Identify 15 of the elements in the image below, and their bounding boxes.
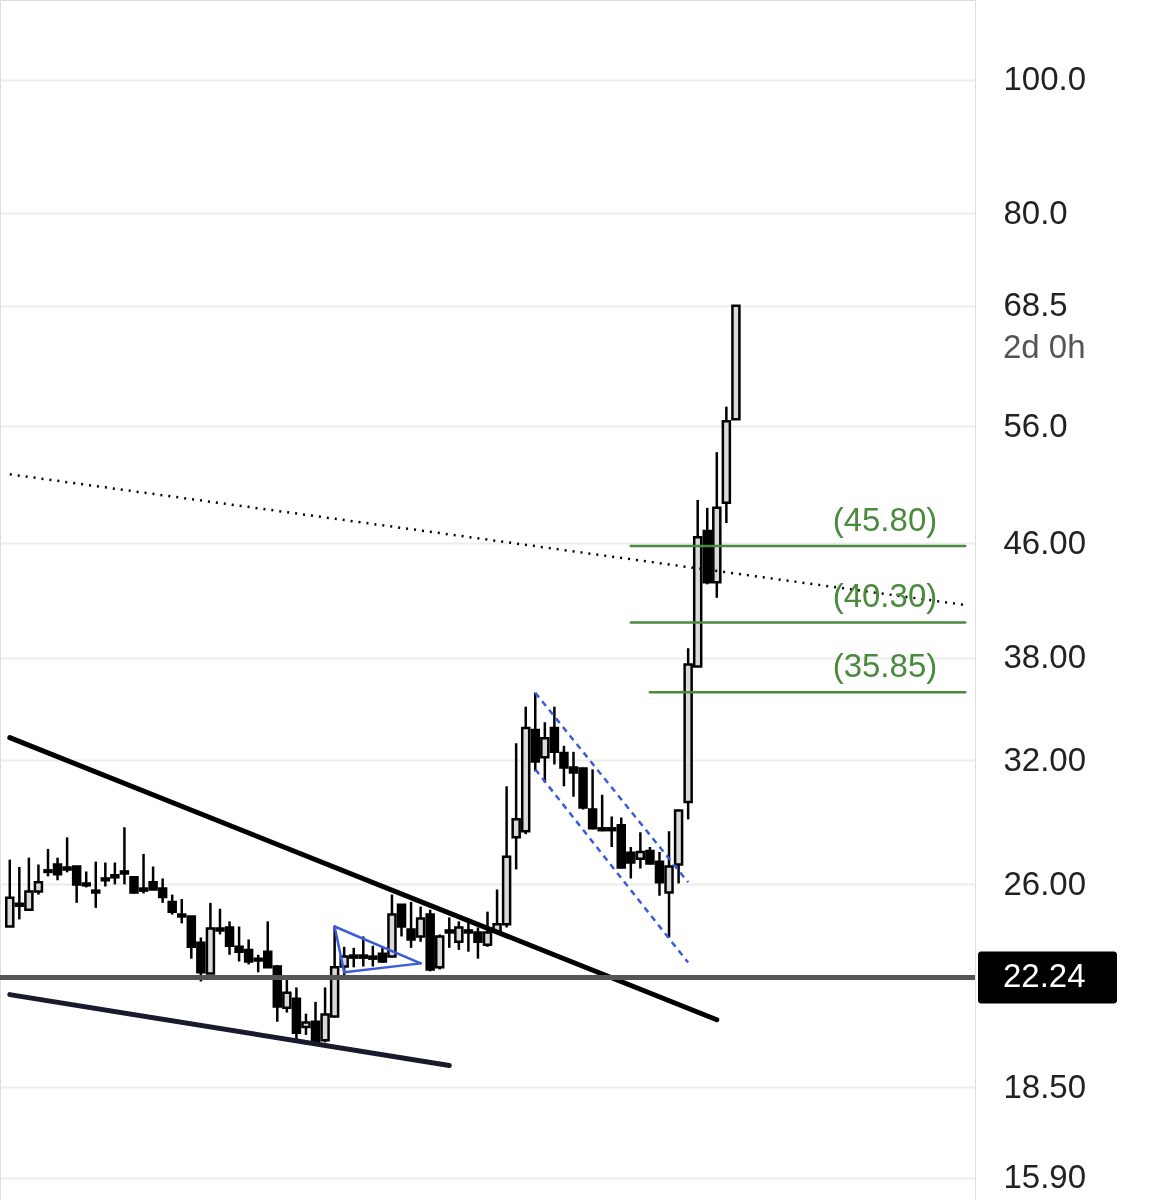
y-tick-label: 26.00 (1003, 864, 1087, 902)
text: 2d 0h (1003, 327, 1086, 365)
series-label: (40.30) (832, 577, 938, 615)
y-tick-label: 38.00 (1003, 638, 1087, 676)
y-tick-label: 15.90 (1003, 1158, 1087, 1196)
y-tick-label: 32.00 (1003, 740, 1087, 778)
y-tick-label: 100.0 (1003, 60, 1087, 98)
series-label: (35.85) (832, 647, 938, 685)
y-tick-label: 80.0 (1003, 193, 1068, 231)
y-tick-label: 46.00 (1003, 523, 1087, 561)
series-label: (45.80) (832, 501, 938, 539)
y-tick-label: 68.5 (1003, 286, 1068, 324)
ref-line-label: 22.24 (1003, 957, 1086, 995)
y-tick-label: 56.0 (1003, 406, 1068, 444)
y-tick-label: 18.50 (1003, 1067, 1087, 1105)
